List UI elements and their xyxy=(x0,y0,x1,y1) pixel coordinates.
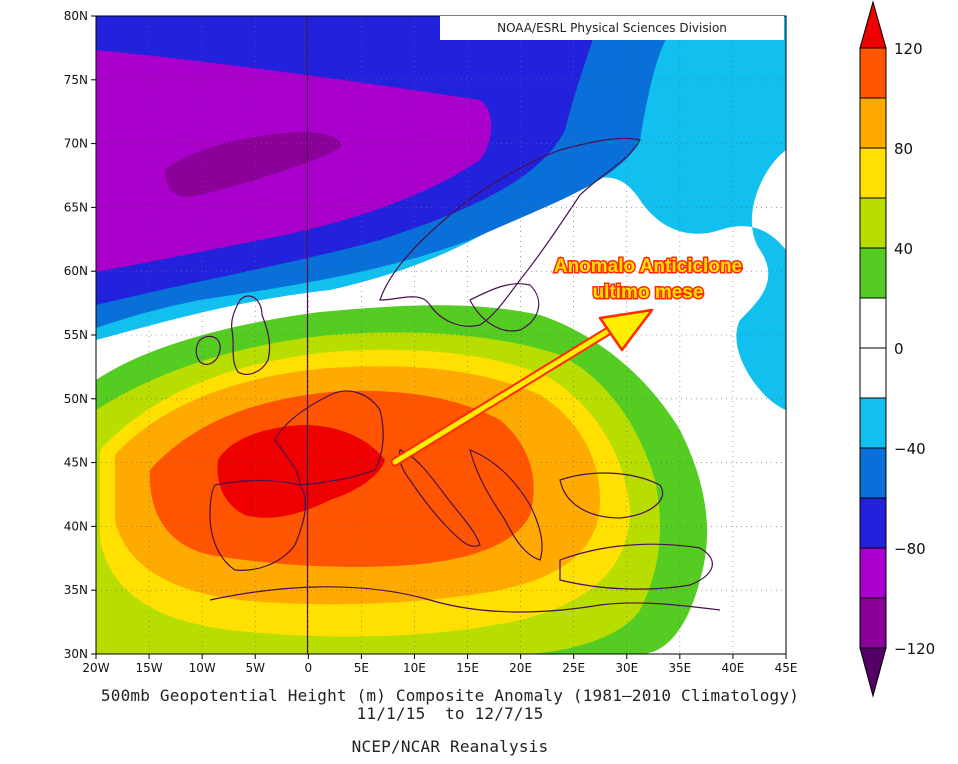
graticule xyxy=(96,16,786,654)
colorbar-swatch xyxy=(859,297,887,349)
longitude-axis: 20W 15W 10W 5W 0 5E 10E 15E 20E 25E 30E 35E 40E 45E xyxy=(82,654,797,675)
coast-britain xyxy=(231,295,271,375)
colorbar xyxy=(859,0,887,698)
lat-tick-label: 35N xyxy=(64,583,88,597)
coast-black-sea xyxy=(559,472,664,519)
colorbar-swatch xyxy=(859,197,887,249)
caption-source: NCEP/NCAR Reanalysis xyxy=(351,737,549,756)
colorbar-label: 80 xyxy=(894,140,913,158)
coast-baltic xyxy=(469,283,540,332)
colorbar-label: 0 xyxy=(894,340,904,358)
coast-scandinavia xyxy=(379,137,641,327)
colorbar-label: 120 xyxy=(894,40,923,58)
colorbar-swatch xyxy=(859,347,887,399)
contour-red-positive xyxy=(217,424,385,518)
colorbar-swatch xyxy=(859,497,887,549)
lat-tick-label: 60N xyxy=(64,264,88,278)
coast-ireland xyxy=(195,335,221,365)
coast-iberia xyxy=(209,479,306,571)
lon-tick-label: 10E xyxy=(403,661,426,675)
coast-turkey xyxy=(559,543,713,590)
caption-dates: 11/1/15 to 12/7/15 xyxy=(356,704,544,723)
lon-tick-label: 25E xyxy=(562,661,585,675)
annotation-line2: ultimo mese xyxy=(593,282,704,303)
latitude-axis: 80N 75N 70N 65N 60N 55N 50N 45N 40N 35N 30N xyxy=(64,9,96,661)
lon-tick-label: 15W xyxy=(136,661,163,675)
lon-tick-label: 45E xyxy=(775,661,798,675)
lat-tick-label: 80N xyxy=(64,9,88,23)
lon-tick-label: 15E xyxy=(456,661,479,675)
lat-tick-label: 70N xyxy=(64,137,88,151)
lon-tick-label: 40E xyxy=(721,661,744,675)
lat-tick-label: 65N xyxy=(64,200,88,214)
lon-tick-label: 5E xyxy=(354,661,369,675)
colorbar-labels: 120 80 40 0 −40 −80 −120 xyxy=(894,40,935,658)
lon-tick-label: 35E xyxy=(668,661,691,675)
colorbar-swatch xyxy=(859,597,887,649)
lat-tick-label: 75N xyxy=(64,73,88,87)
colorbar-swatch xyxy=(859,447,887,499)
colorbar-label: −40 xyxy=(894,440,926,458)
caption-title: 500mb Geopotential Height (m) Composite … xyxy=(100,686,800,705)
lat-tick-label: 45N xyxy=(64,456,88,470)
lon-tick-label: 0 xyxy=(304,661,312,675)
colorbar-top-arrow xyxy=(859,0,887,49)
lat-tick-label: 30N xyxy=(64,647,88,661)
colorbar-swatch xyxy=(859,397,887,449)
lon-tick-label: 5W xyxy=(245,661,265,675)
colorbar-swatch xyxy=(859,247,887,299)
colorbar-swatch xyxy=(859,97,887,149)
coast-balkans xyxy=(469,448,543,561)
lat-tick-label: 55N xyxy=(64,328,88,342)
annotation-line1: Anomalo Anticiclone xyxy=(554,256,742,277)
lon-tick-label: 20W xyxy=(82,661,109,675)
colorbar-label: −120 xyxy=(894,640,935,658)
coast-italy xyxy=(398,449,481,547)
colorbar-swatch xyxy=(859,547,887,599)
lon-tick-label: 20E xyxy=(509,661,532,675)
lat-tick-label: 50N xyxy=(64,392,88,406)
credit-label: NOAA/ESRL Physical Sciences Division xyxy=(440,16,784,40)
coast-france xyxy=(274,390,384,486)
contour-purple-negative xyxy=(165,132,341,197)
colorbar-swatch xyxy=(859,147,887,199)
lat-tick-label: 40N xyxy=(64,519,88,533)
colorbar-label: −80 xyxy=(894,540,926,558)
colorbar-swatch xyxy=(859,47,887,99)
lon-tick-label: 10W xyxy=(189,661,216,675)
annotation-arrow xyxy=(390,308,654,467)
colorbar-bottom-arrow xyxy=(859,647,887,698)
lon-tick-label: 30E xyxy=(615,661,638,675)
anomaly-contours xyxy=(96,16,786,654)
colorbar-label: 40 xyxy=(894,240,913,258)
